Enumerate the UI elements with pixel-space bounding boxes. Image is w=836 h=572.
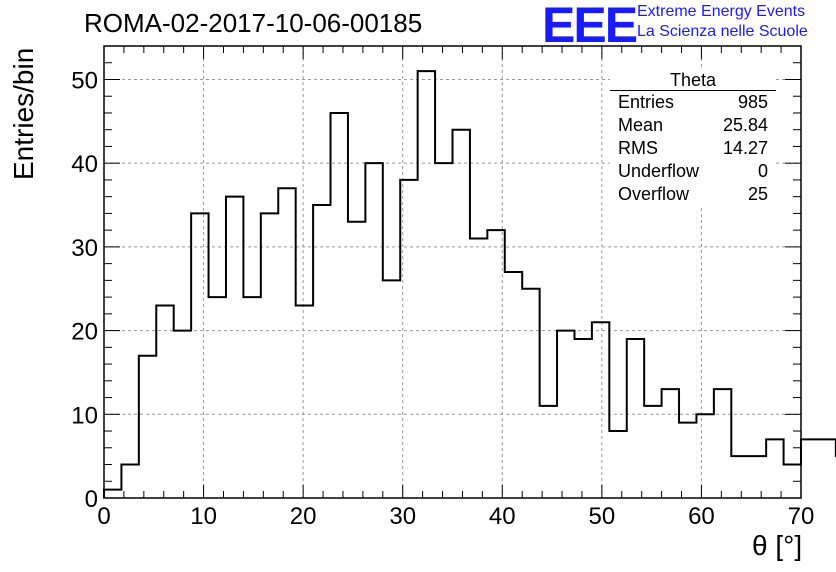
histogram-bin [400,180,417,498]
histogram-bin [627,339,644,498]
stats-row-overflow: Overflow 25 [610,183,776,206]
histogram-bin [104,490,121,498]
stats-row-rms: RMS 14.27 [610,137,776,160]
stats-value: 25 [747,184,768,204]
eee-logo: EEE [542,0,638,53]
histogram-bin [331,113,348,498]
y-tick-label: 0 [85,486,98,513]
y-tick-label: 40 [71,151,98,178]
histogram-bin [487,230,504,498]
stats-box: Theta Entries 985 Mean 25.84 RMS 14.27 U… [610,70,776,206]
y-tick-label: 10 [71,402,98,429]
histogram-bin [296,305,313,498]
x-tick-label: 60 [688,503,715,530]
histogram-bin [191,213,208,498]
histogram-bin [522,289,539,498]
histogram-bin [313,205,330,498]
histogram-bin [505,272,522,498]
histogram-bin [574,339,591,498]
stats-row-mean: Mean 25.84 [610,114,776,137]
stats-label: Entries [618,92,675,112]
plot-frame [103,45,802,499]
histogram-bin [139,356,156,498]
histogram-bin [418,71,435,498]
stats-value: 985 [737,92,768,112]
x-tick-label: 50 [589,503,616,530]
y-tick-label: 30 [71,235,98,262]
histogram-bin [365,163,382,498]
stats-label: Underflow [618,161,700,181]
histogram-bin [766,439,783,498]
histogram-bin [714,389,731,498]
stats-row-underflow: Underflow 0 [610,160,776,183]
histogram-bin [731,456,748,498]
histogram-bin [226,197,243,498]
x-tick-label: 0 [97,503,110,530]
histogram-bin [749,456,766,498]
x-tick-label: 70 [788,503,815,530]
y-tick-label: 20 [71,319,98,346]
stats-label: RMS [618,138,658,158]
brand-line-2: La Scienza nelle Scuole [637,23,808,40]
histogram-bin [261,213,278,498]
histogram-bin [540,406,557,498]
x-axis-label: θ [°] [752,530,803,561]
stats-title: Theta [610,70,776,91]
stats-label: Mean [618,115,664,135]
histogram-bin [348,222,365,498]
brand-text: Extreme Energy Events La Scienza nelle S… [637,2,808,42]
histogram-bin [435,163,452,498]
histogram-bin [644,406,661,498]
x-tick-label: 30 [389,503,416,530]
histogram-bin [453,130,470,498]
x-tick-label: 10 [190,503,217,530]
histogram-bin [592,322,609,498]
histogram-bin [801,439,818,498]
histogram-bin [209,297,226,498]
histogram-bin [383,280,400,498]
stats-value: 14.27 [722,138,768,158]
stats-value: 25.84 [722,115,768,135]
stats-value: 0 [757,161,768,181]
histogram-bin [696,414,713,498]
histogram-bin [243,297,260,498]
histogram-bin [818,439,835,498]
x-tick-label: 40 [489,503,516,530]
brand-line-1: Extreme Energy Events [637,3,806,20]
histogram-bin [470,239,487,498]
chart-title: ROMA-02-2017-10-06-00185 [84,8,423,38]
stats-label: Overflow [618,184,690,204]
y-tick-label: 50 [71,67,98,94]
x-tick-label: 20 [290,503,317,530]
histogram-line [103,70,836,498]
histogram-bin [609,431,626,498]
histogram-bin [278,188,295,498]
histogram-bin [662,389,679,498]
histogram-bin [174,331,191,498]
stats-row-entries: Entries 985 [610,91,776,114]
histogram-bin [557,331,574,498]
y-axis-label: Entries/bin [8,47,39,180]
histogram-bin [156,305,173,498]
histogram-bin [679,423,696,498]
